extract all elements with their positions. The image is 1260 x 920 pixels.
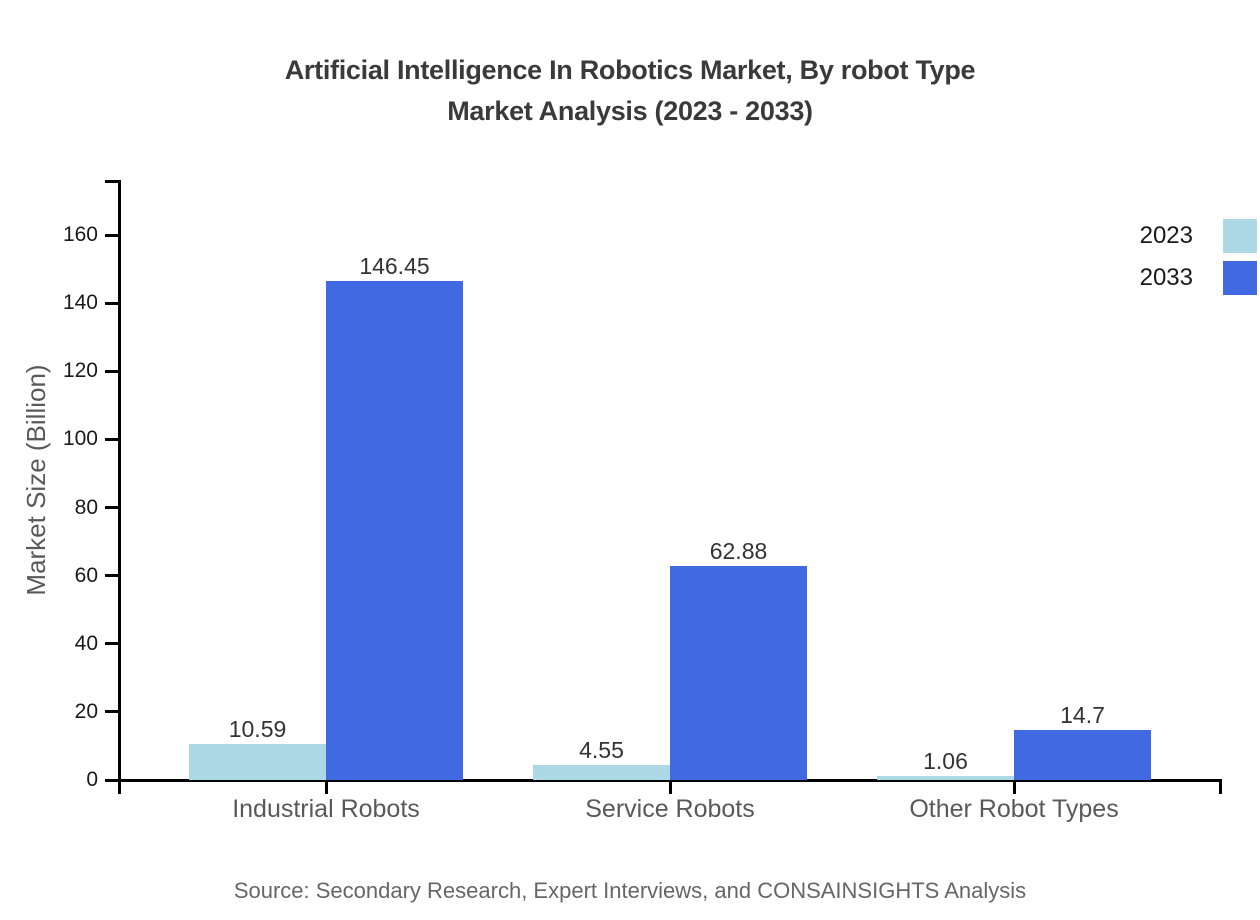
x-axis-right-cap <box>1219 781 1222 794</box>
y-tick-label: 100 <box>62 427 98 451</box>
y-axis-end-cap <box>105 180 118 183</box>
legend-label-2033: 2033 <box>1139 264 1193 291</box>
x-tick <box>668 781 672 794</box>
y-tick <box>105 301 118 305</box>
y-tick-label: 80 <box>74 495 98 519</box>
source-text: Source: Secondary Research, Expert Inter… <box>233 878 1027 903</box>
value-label-2033-service-robots: 62.88 <box>709 537 768 564</box>
value-label-2023-service-robots: 4.55 <box>579 736 624 763</box>
value-label-2033-industrial-robots: 146.45 <box>359 253 430 280</box>
bar-2023-industrial-robots <box>189 743 326 780</box>
legend-label-2023: 2023 <box>1139 222 1193 249</box>
value-label-2023-industrial-robots: 10.59 <box>228 715 287 742</box>
y-tick <box>105 710 118 714</box>
legend-swatch-2023 <box>1223 219 1257 253</box>
y-tick-label: 140 <box>62 291 98 315</box>
bar-2033-industrial-robots <box>326 281 463 780</box>
legend-swatch-2033 <box>1223 261 1257 295</box>
chart-title-line-1: Artificial Intelligence In Robotics Mark… <box>284 55 976 85</box>
bar-2033-other-robot-types <box>1014 729 1151 780</box>
value-label-2033-other-robot-types: 14.7 <box>1060 701 1105 728</box>
legend: 2023 2033 <box>1140 219 1257 303</box>
y-tick <box>105 369 118 373</box>
legend-item-2033: 2033 <box>1140 261 1257 295</box>
y-tick <box>105 642 118 646</box>
category-label-service-robots: Service Robots <box>585 795 755 823</box>
y-axis-line <box>118 180 121 782</box>
y-tick <box>105 506 118 509</box>
x-tick <box>1012 781 1016 794</box>
bar-2023-other-robot-types <box>877 776 1014 780</box>
chart-title-line-2: Market Analysis (2023 - 2033) <box>447 96 813 126</box>
category-label-other-robot-types: Other Robot Types <box>909 795 1119 823</box>
category-label-industrial-robots: Industrial Robots <box>232 795 420 823</box>
y-tick-label: 120 <box>62 359 98 383</box>
x-tick <box>324 781 328 794</box>
value-label-2023-other-robot-types: 1.06 <box>923 748 968 775</box>
bar-2023-service-robots <box>533 764 670 780</box>
y-tick-label: 40 <box>74 631 98 655</box>
y-tick <box>105 233 118 237</box>
chart-title: Artificial Intelligence In Robotics Mark… <box>0 50 1260 132</box>
y-tick <box>105 778 118 782</box>
y-tick <box>105 437 118 441</box>
y-tick-label: 160 <box>62 223 98 246</box>
y-tick-label: 20 <box>74 699 98 723</box>
y-tick-label: 60 <box>74 563 98 587</box>
y-tick-label: 0 <box>86 768 98 791</box>
y-tick <box>105 574 118 578</box>
x-axis-line <box>118 779 1222 782</box>
legend-item-2023: 2023 <box>1140 219 1257 253</box>
x-axis-left-cap <box>118 781 121 794</box>
bar-2033-service-robots <box>670 565 807 780</box>
